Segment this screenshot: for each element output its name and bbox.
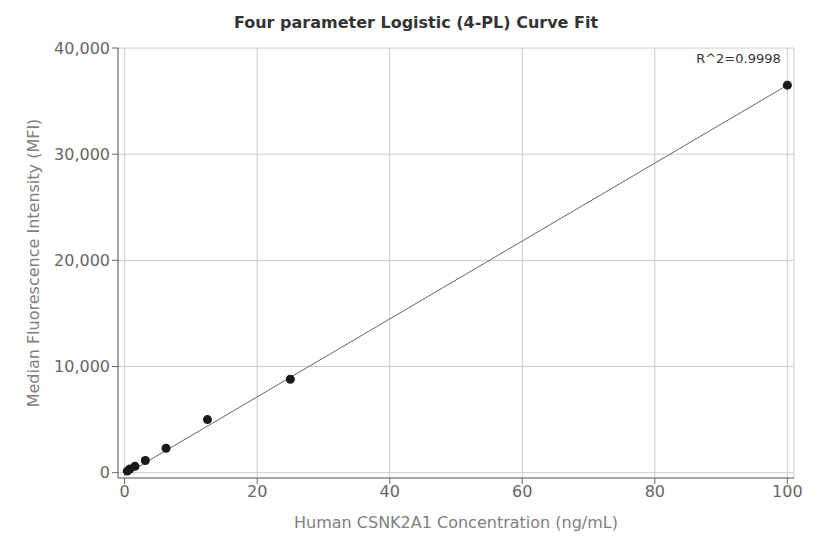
svg-text:40,000: 40,000 (54, 39, 110, 58)
svg-text:0: 0 (120, 482, 130, 501)
svg-text:20,000: 20,000 (54, 251, 110, 270)
svg-text:80: 80 (645, 482, 665, 501)
svg-text:60: 60 (512, 482, 532, 501)
svg-text:20: 20 (247, 482, 267, 501)
svg-text:10,000: 10,000 (54, 357, 110, 376)
html-text:Four parameter Logistic (4-PL): Four parameter Logistic (4-PL) Curve Fit (233, 13, 599, 32)
svg-text:0: 0 (100, 463, 110, 482)
svg-text:100: 100 (772, 482, 803, 501)
svg-text:30,000: 30,000 (54, 145, 110, 164)
svg-text:R^2=0.9998: R^2=0.9998 (696, 51, 781, 66)
svg-text:Median Fluorescence Intensity: Median Fluorescence Intensity (MFI) (24, 119, 43, 408)
svg-text:Human CSNK2A1 Concentration (n: Human CSNK2A1 Concentration (ng/mL) (294, 513, 618, 532)
svg-text:40: 40 (380, 482, 400, 501)
